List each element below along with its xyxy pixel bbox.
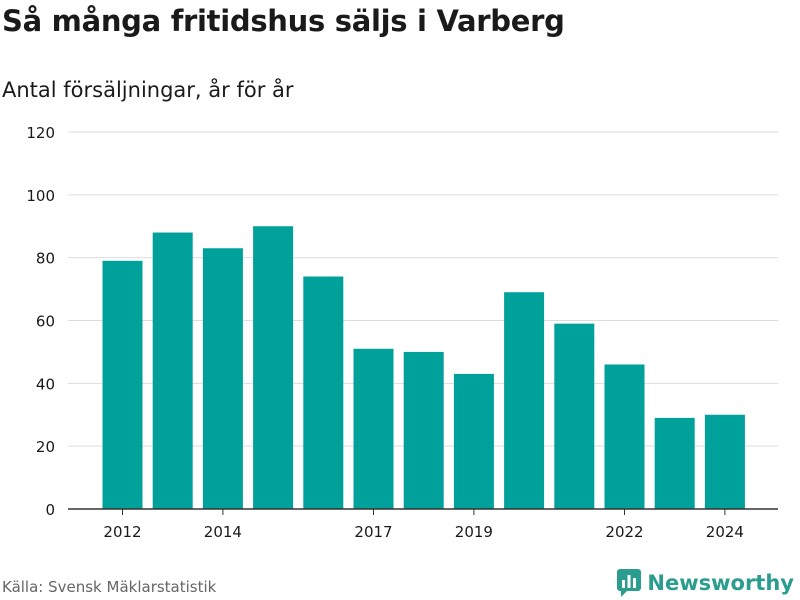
bar-2017[interactable]	[353, 348, 394, 509]
bar-2016[interactable]	[303, 276, 344, 509]
bar-2015[interactable]	[253, 226, 294, 509]
y-axis-labels: 0 20 40 60 80 100 120	[26, 124, 55, 519]
bar-2022[interactable]	[604, 364, 645, 509]
bar-2024[interactable]	[704, 414, 745, 509]
y-tick-label: 40	[36, 375, 55, 393]
x-tick-label: 2024	[706, 523, 744, 541]
bars	[102, 226, 745, 510]
source-note: Källa: Svensk Mäklarstatistik	[2, 578, 217, 596]
x-tick-label: 2022	[605, 523, 643, 541]
brand-name: Newsworthy	[647, 571, 794, 595]
chart-subtitle: Antal försäljningar, år för år	[2, 78, 294, 102]
bar-2013[interactable]	[152, 232, 193, 510]
y-tick-label: 0	[45, 501, 55, 519]
bar-chart-icon	[617, 569, 642, 597]
brand-logo[interactable]: Newsworthy	[617, 569, 794, 597]
x-tick-label: 2014	[204, 523, 242, 541]
y-tick-label: 80	[36, 250, 55, 268]
bar-2020[interactable]	[504, 292, 545, 509]
y-tick-label: 20	[36, 438, 55, 456]
bar-2018[interactable]	[403, 351, 444, 509]
x-axis-ticks: 2012 2014 2017 2019 2022 2024	[103, 509, 744, 541]
bar-chart: 0 20 40 60 80 100 120 2012 2014 2017 2019 2022 2024	[26, 124, 778, 541]
bar-2023[interactable]	[654, 417, 695, 509]
bar-2012[interactable]	[102, 260, 143, 509]
x-tick-label: 2017	[354, 523, 392, 541]
bar-2014[interactable]	[202, 248, 243, 509]
chart-title: Så många fritidshus säljs i Varberg	[2, 4, 565, 38]
bar-2019[interactable]	[453, 373, 494, 509]
y-tick-label: 60	[36, 313, 55, 331]
x-tick-label: 2012	[103, 523, 141, 541]
bar-2021[interactable]	[554, 323, 595, 509]
x-tick-label: 2019	[455, 523, 493, 541]
y-tick-label: 100	[26, 187, 55, 205]
y-tick-label: 120	[26, 124, 55, 142]
